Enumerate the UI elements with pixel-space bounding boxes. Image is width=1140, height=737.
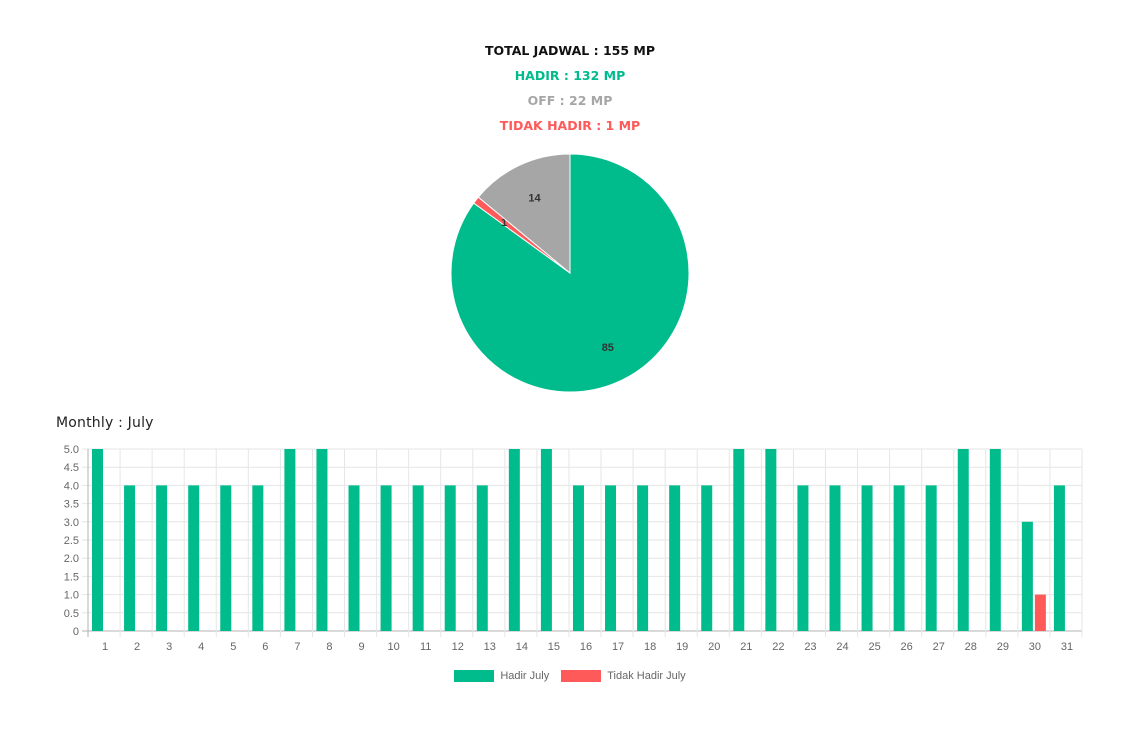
pie-slice-label-1: 1 [501, 217, 507, 229]
bar-hadir-19[interactable] [669, 485, 681, 631]
legend-label-hadir: Hadir July [500, 670, 550, 682]
x-tick-label: 30 [1029, 641, 1041, 653]
bar-hadir-10[interactable] [380, 485, 392, 631]
bar-hadir-25[interactable] [861, 485, 873, 631]
legend-label-tidak-hadir: Tidak Hadir July [607, 670, 686, 682]
pie-slice-label-2: 14 [528, 193, 541, 205]
bar-hadir-5[interactable] [220, 485, 232, 631]
bar-hadir-7[interactable] [284, 449, 296, 631]
y-tick-label: 1.5 [64, 571, 79, 583]
x-tick-label: 4 [198, 641, 204, 653]
bar-hadir-24[interactable] [829, 485, 841, 631]
monthly-bar-chart: 00.51.01.52.02.53.03.54.04.55.01 2 3 4 5 6 7 8 9… [64, 444, 1083, 653]
y-tick-label: 3.5 [64, 499, 79, 511]
x-tick-label: 12 [452, 641, 464, 653]
y-tick-label: 4.5 [64, 462, 79, 474]
bar-hadir-16[interactable] [572, 485, 584, 631]
attendance-pie-chart: 85 1 14 [450, 153, 690, 393]
bar-hadir-2[interactable] [124, 485, 136, 631]
bar-hadir-18[interactable] [637, 485, 649, 631]
bar-hadir-22[interactable] [765, 449, 777, 631]
bar-tidak-hadir-30[interactable] [1034, 594, 1046, 631]
legend-swatch-hadir [454, 670, 495, 682]
x-tick-label: 28 [965, 641, 977, 653]
legend-item-tidak-hadir[interactable]: Tidak Hadir July [561, 670, 686, 682]
y-tick-label: 0 [73, 626, 79, 638]
bar-hadir-23[interactable] [797, 485, 809, 631]
y-tick-label: 2.0 [64, 553, 79, 565]
x-tick-label: 14 [516, 641, 528, 653]
bar-hadir-3[interactable] [156, 485, 168, 631]
x-tick-label: 1 [102, 641, 108, 653]
x-tick-label: 5 [230, 641, 236, 653]
total-schedule-label: TOTAL JADWAL : 155 MP [484, 43, 655, 58]
x-tick-label: 7 [294, 641, 300, 653]
bar-hadir-14[interactable] [508, 449, 520, 631]
y-tick-label: 3.0 [64, 517, 79, 529]
bar-hadir-11[interactable] [412, 485, 424, 631]
absent-count-label: TIDAK HADIR : 1 MP [499, 118, 641, 133]
x-tick-label: 25 [868, 641, 880, 653]
bar-hadir-26[interactable] [893, 485, 905, 631]
legend-item-hadir[interactable]: Hadir July [454, 670, 549, 682]
x-tick-label: 22 [772, 641, 784, 653]
x-tick-label: 31 [1061, 641, 1073, 653]
x-tick-label: 19 [676, 641, 688, 653]
y-tick-label: 2.5 [64, 535, 79, 547]
bar-hadir-20[interactable] [701, 485, 713, 631]
x-tick-label: 6 [262, 641, 268, 653]
x-tick-label: 23 [804, 641, 816, 653]
x-tick-label: 17 [612, 641, 624, 653]
pie-slice-label-0: 85 [602, 342, 614, 354]
x-tick-label: 21 [740, 641, 752, 653]
x-tick-label: 13 [484, 641, 496, 653]
pie-slice-2[interactable] [477, 153, 571, 275]
x-tick-label: 29 [997, 641, 1009, 653]
x-tick-label: 27 [933, 641, 945, 653]
y-tick-label: 4.0 [64, 480, 79, 492]
bar-hadir-9[interactable] [348, 485, 360, 631]
bar-chart-legend: Hadir July Tidak Hadir July [0, 670, 1140, 682]
x-tick-label: 10 [387, 641, 399, 653]
bar-hadir-4[interactable] [188, 485, 200, 631]
x-tick-label: 20 [708, 641, 720, 653]
bar-hadir-31[interactable] [1053, 485, 1065, 631]
bar-hadir-6[interactable] [252, 485, 264, 631]
x-tick-label: 15 [548, 641, 560, 653]
x-tick-label: 18 [644, 641, 656, 653]
bar-hadir-15[interactable] [540, 449, 552, 631]
x-tick-label: 2 [134, 641, 140, 653]
bar-hadir-27[interactable] [925, 485, 937, 631]
legend-swatch-tidak-hadir [561, 670, 602, 682]
x-tick-label: 26 [901, 641, 913, 653]
x-tick-label: 16 [580, 641, 592, 653]
x-tick-label: 11 [420, 641, 431, 653]
y-tick-label: 5.0 [64, 444, 79, 456]
bar-hadir-30[interactable] [1021, 521, 1033, 631]
bar-hadir-29[interactable] [989, 449, 1001, 631]
x-tick-label: 8 [326, 641, 332, 653]
bar-hadir-12[interactable] [444, 485, 456, 631]
y-tick-label: 1.0 [64, 590, 79, 602]
x-tick-label: 24 [836, 641, 848, 653]
y-tick-label: 0.5 [64, 608, 79, 620]
present-count-label: HADIR : 132 MP [514, 68, 626, 83]
bar-hadir-1[interactable] [92, 449, 103, 631]
off-count-label: OFF : 22 MP [527, 93, 613, 108]
bar-hadir-28[interactable] [957, 449, 969, 631]
bar-hadir-21[interactable] [733, 449, 745, 631]
monthly-title: Monthly : July [56, 415, 154, 431]
bar-hadir-8[interactable] [316, 449, 328, 631]
x-tick-label: 9 [358, 641, 364, 653]
x-tick-label: 3 [166, 641, 172, 653]
bar-hadir-17[interactable] [605, 485, 617, 631]
bar-hadir-13[interactable] [476, 485, 488, 631]
